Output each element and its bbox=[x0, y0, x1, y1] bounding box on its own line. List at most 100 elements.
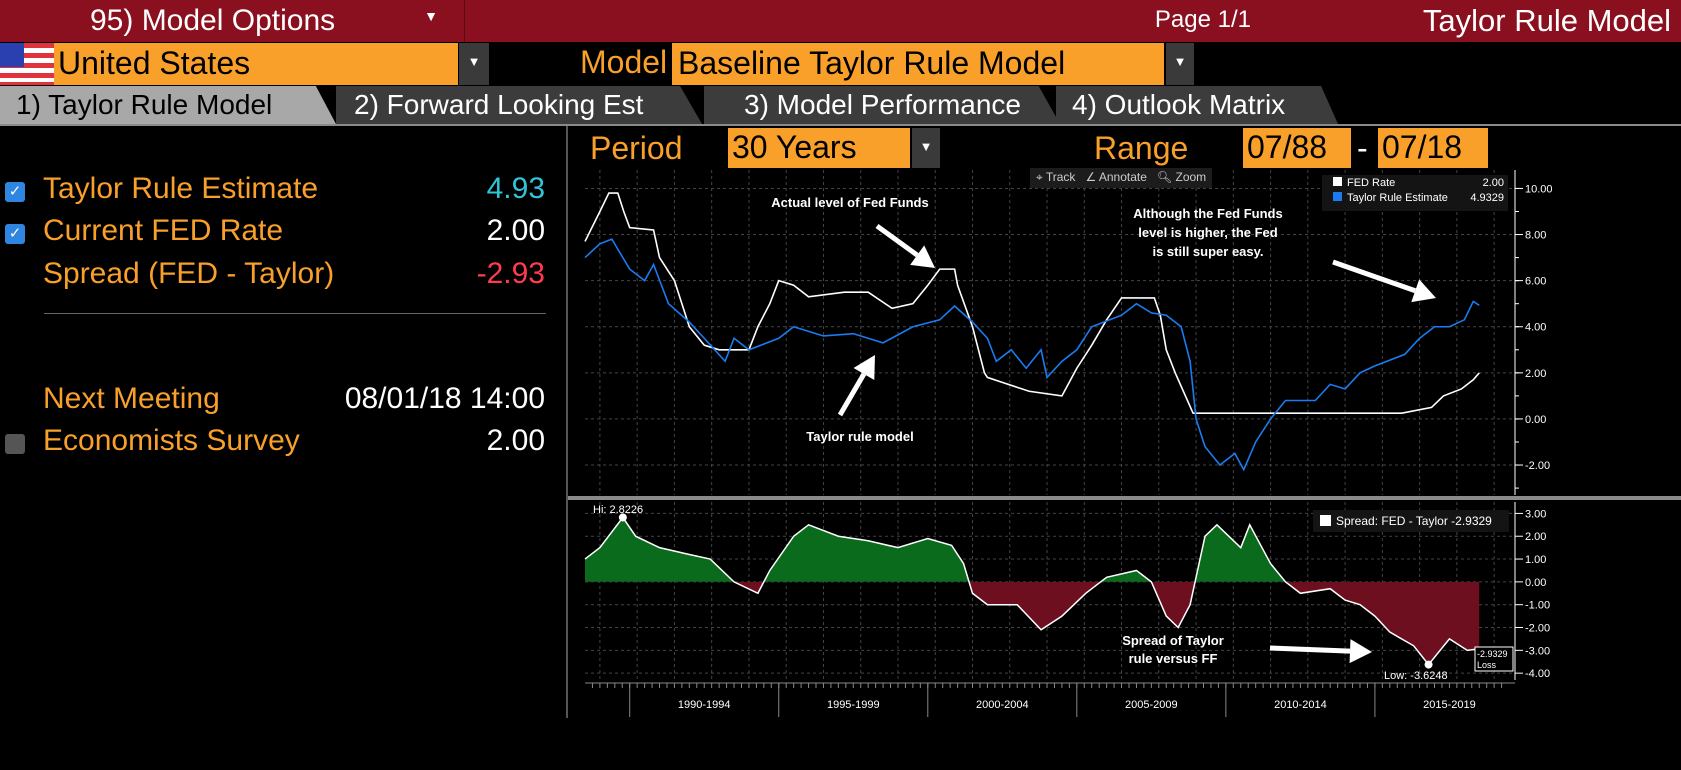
economists-survey-value: 2.00 bbox=[486, 424, 545, 457]
taylor-estimate-label: Taylor Rule Estimate bbox=[43, 172, 319, 205]
range-label: Range bbox=[1094, 130, 1189, 166]
y-tick-label: -2.00 bbox=[1525, 623, 1550, 635]
us-flag-icon bbox=[0, 43, 54, 85]
economists-survey-row: Economists Survey 2.00 bbox=[5, 424, 545, 464]
hi-label: Hi: 2.8226 bbox=[593, 504, 643, 516]
track-button[interactable]: ⌖ Track bbox=[1036, 170, 1076, 184]
arrow-icon-head bbox=[853, 355, 875, 381]
page-indicator: Page 1/1 bbox=[1154, 6, 1251, 33]
zoom-button[interactable]: 🔍︎ Zoom bbox=[1156, 170, 1207, 184]
fed-rate-value: 2.00 bbox=[486, 214, 545, 247]
hi-marker bbox=[618, 513, 627, 522]
next-meeting-row: Next Meeting 08/01/18 14:00 bbox=[5, 382, 545, 422]
x-tick-label: 2015-2019 bbox=[1423, 699, 1476, 711]
tab-outlook-matrix[interactable]: 4) Outlook Matrix bbox=[1056, 86, 1338, 124]
spread-label: Spread (FED - Taylor) bbox=[43, 257, 335, 290]
page-title: Taylor Rule Model bbox=[1422, 3, 1671, 38]
panel-separator bbox=[568, 496, 1681, 500]
tab-model-performance[interactable]: 3) Model Performance bbox=[704, 86, 1060, 124]
arrow-icon bbox=[1332, 259, 1417, 294]
fed-rate-row: ✓ Current FED Rate 2.00 bbox=[5, 214, 545, 254]
legend-swatch bbox=[1333, 192, 1342, 201]
y-tick-label: -4.00 bbox=[1525, 668, 1550, 680]
divider bbox=[44, 313, 546, 314]
track-label: Track bbox=[1045, 170, 1076, 184]
main-legend bbox=[1322, 175, 1508, 211]
arrow-icon bbox=[1269, 645, 1351, 654]
annotation-taylor-model: Taylor rule model bbox=[806, 429, 913, 444]
model-options-label: 95) Model Options bbox=[90, 4, 336, 37]
y-tick-label: 2.00 bbox=[1525, 368, 1546, 380]
economists-survey-label: Economists Survey bbox=[43, 424, 300, 457]
spread-legend-label: Spread: FED - Taylor -2.9329 bbox=[1336, 514, 1492, 528]
x-tick-label: 1995-1999 bbox=[827, 699, 880, 711]
zoom-label: Zoom bbox=[1175, 170, 1207, 184]
series-line-taylor-rule-estimate bbox=[584, 238, 1480, 472]
fed-rate-checkbox[interactable]: ✓ bbox=[5, 224, 25, 244]
period-select[interactable]: 30 Years bbox=[728, 128, 910, 168]
y-tick-label: 1.00 bbox=[1525, 554, 1546, 566]
y-tick-label: 0.00 bbox=[1525, 414, 1546, 426]
taylor-estimate-checkbox[interactable]: ✓ bbox=[5, 182, 25, 202]
legend-swatch bbox=[1320, 515, 1331, 526]
last-value-sub: Loss bbox=[1477, 660, 1497, 670]
arrow-icon-head bbox=[1411, 279, 1436, 303]
model-select[interactable]: Baseline Taylor Rule Model bbox=[672, 43, 1164, 85]
last-value-box bbox=[1474, 646, 1514, 672]
legend-swatch bbox=[1333, 177, 1342, 186]
x-tick-label: 2005-2009 bbox=[1125, 699, 1178, 711]
annotation-still-easy: Although the Fed Funds bbox=[1133, 206, 1282, 221]
country-select[interactable]: United States bbox=[54, 43, 458, 85]
model-label: Model bbox=[580, 44, 668, 80]
title-bar: 95) Model Options ▼ Page 1/1 Taylor Rule … bbox=[0, 0, 1681, 42]
annotation-spread: rule versus FF bbox=[1129, 651, 1218, 666]
economists-survey-checkbox[interactable] bbox=[5, 434, 25, 454]
model-options-menu[interactable]: 95) Model Options ▼ bbox=[0, 0, 465, 42]
y-tick-label: 3.00 bbox=[1525, 508, 1546, 520]
tab-taylor-rule-model[interactable]: 1) Taylor Rule Model bbox=[0, 86, 336, 124]
y-tick-label: 2.00 bbox=[1525, 531, 1546, 543]
low-label: Low: -3.6248 bbox=[1384, 670, 1448, 682]
tab-underline bbox=[0, 124, 1681, 126]
tab-forward-looking-est[interactable]: 2) Forward Looking Est bbox=[336, 86, 702, 124]
spread-row: Spread (FED - Taylor) -2.93 bbox=[5, 257, 545, 297]
spread-value: -2.93 bbox=[476, 257, 545, 290]
annotate-button[interactable]: ∠ Annotate bbox=[1085, 170, 1147, 184]
legend-value: 2.00 bbox=[1483, 177, 1504, 189]
arrow-icon-head bbox=[1349, 639, 1372, 664]
chart-toolbar: ⌖ Track ∠ Annotate 🔍︎ Zoom bbox=[1030, 168, 1213, 188]
range-to-input[interactable]: 07/18 bbox=[1378, 128, 1488, 168]
period-dropdown-button[interactable]: ▼ bbox=[912, 128, 940, 168]
x-tick-label: 2000-2004 bbox=[976, 699, 1029, 711]
period-label: Period bbox=[590, 130, 683, 166]
chevron-down-icon: ▼ bbox=[424, 8, 438, 24]
annotation-fed-funds: Actual level of Fed Funds bbox=[771, 195, 928, 210]
panel-divider bbox=[566, 126, 568, 718]
legend-value: 4.9329 bbox=[1470, 192, 1504, 204]
y-tick-label: -3.00 bbox=[1525, 645, 1550, 657]
model-dropdown-button[interactable]: ▼ bbox=[1166, 43, 1194, 85]
annotate-label: Annotate bbox=[1098, 170, 1147, 184]
y-tick-label: 6.00 bbox=[1525, 276, 1546, 288]
y-tick-label: 8.00 bbox=[1525, 230, 1546, 242]
arrow-icon-head bbox=[910, 245, 935, 268]
annotation-still-easy: is still super easy. bbox=[1152, 244, 1263, 259]
x-tick-label: 2010-2014 bbox=[1274, 699, 1327, 711]
series-line-fed-rate bbox=[584, 192, 1480, 414]
taylor-estimate-value: 4.93 bbox=[486, 172, 545, 205]
y-tick-label: 4.00 bbox=[1525, 322, 1546, 334]
range-from-input[interactable]: 07/88 bbox=[1243, 128, 1351, 168]
low-marker bbox=[1424, 660, 1433, 669]
last-value-label: -2.9329 bbox=[1477, 649, 1508, 659]
spread-line bbox=[584, 516, 1480, 666]
country-dropdown-button[interactable]: ▼ bbox=[459, 43, 489, 85]
arrow-icon bbox=[875, 223, 919, 258]
next-meeting-label: Next Meeting bbox=[43, 382, 220, 415]
annotation-still-easy: level is higher, the Fed bbox=[1138, 225, 1277, 240]
y-tick-label: -2.00 bbox=[1525, 460, 1550, 472]
legend-label: FED Rate bbox=[1347, 177, 1395, 189]
annotation-spread: Spread of Taylor bbox=[1122, 633, 1224, 648]
legend-label: Taylor Rule Estimate bbox=[1347, 192, 1448, 204]
spread-legend bbox=[1313, 510, 1509, 532]
